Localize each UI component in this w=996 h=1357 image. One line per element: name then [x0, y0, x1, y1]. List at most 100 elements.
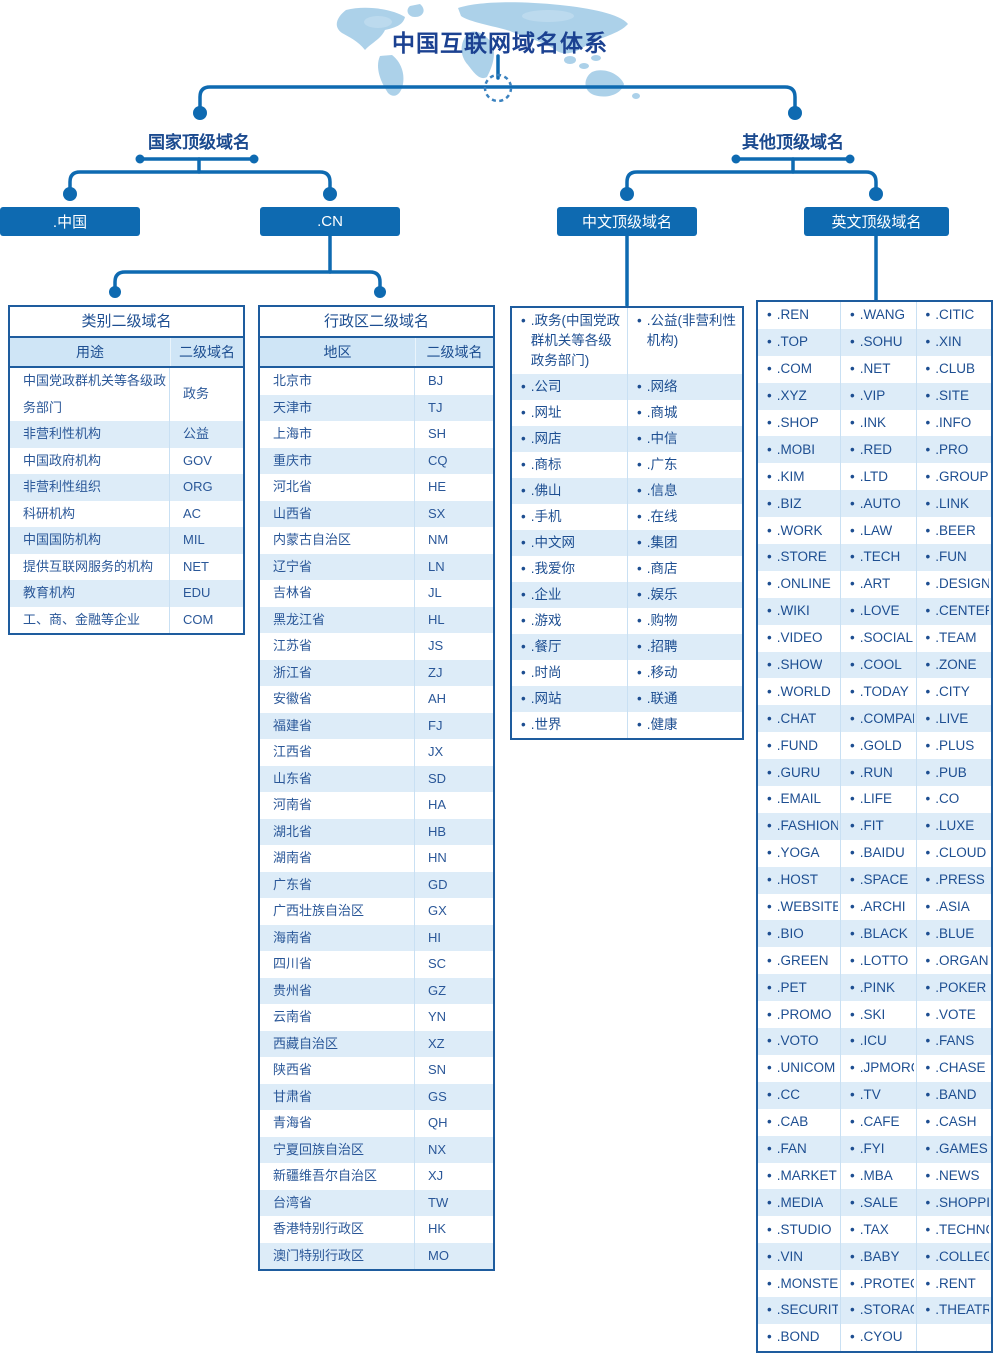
list-item: .GAMES [915, 1135, 991, 1163]
list-row: .商标.广东 [512, 452, 742, 478]
list-item: .STUDIO [758, 1216, 840, 1243]
table-title: 类别二级域名 [10, 307, 243, 338]
list-item: .XYZ [758, 383, 840, 410]
list-item: .CLOUD [915, 839, 991, 867]
list-row: .WORK.LAW.BEER [758, 517, 991, 545]
table-cell: 四川省 [260, 951, 415, 978]
list-row: .政务(中国党政群机关等各级政务部门).公益(非营利性机构) [512, 308, 742, 374]
list-item: .BIO [758, 920, 840, 947]
table-cell: 河北省 [260, 474, 415, 501]
table-header-cell: 用途 [76, 344, 104, 360]
table-row: 青海省 QH [260, 1110, 493, 1137]
table-cell: FJ [428, 717, 443, 733]
list-item: .BAIDU [840, 839, 915, 867]
list-row: .餐厅.招聘 [512, 634, 742, 660]
table-cell: SH [428, 426, 447, 441]
table-cell: HI [428, 929, 441, 945]
list-row: .GREEN.LOTTO.ORGANIC [758, 947, 991, 975]
list-row: .COM.NET.CLUB [758, 355, 991, 383]
list-row: .UNICOM.JPMORGAN.CHASE [758, 1054, 991, 1082]
table-cell: TJ [428, 399, 443, 415]
table-cell: ORG [183, 479, 213, 494]
table-cell: XJ [428, 1168, 444, 1183]
connector-country-branch [68, 170, 332, 193]
table-cell: 安徽省 [260, 686, 415, 713]
list-item: .MBA [840, 1162, 915, 1190]
connector-dot [249, 154, 259, 164]
table-row: 湖北省 HB [260, 818, 493, 845]
node-china-tld: .中国 [0, 207, 140, 236]
list-item: .WANG [840, 302, 915, 329]
connector-dot [845, 154, 855, 164]
list-item: .BABY [840, 1243, 915, 1271]
list-row: .REN.WANG.CITIC [758, 302, 991, 329]
node-chinese-tld: 中文顶级域名 [557, 207, 697, 236]
table-cell: GOV [183, 452, 212, 468]
table-cell: 湖南省 [260, 845, 415, 872]
table-body: 中国党政群机关等各级政务部门 政务 非营利性机构 公益 中国政府机构 GOV 非营利性组织 O… [10, 368, 243, 633]
list-row: .MEDIA.SALE.SHOPPING [758, 1189, 991, 1217]
map-island [564, 56, 576, 64]
list-row: .我爱你.商店 [512, 556, 742, 582]
list-item: .TECHNOLOGY [915, 1216, 991, 1244]
list-item: .ARCHI [840, 893, 915, 921]
table-row: 黑龙江省 HL [260, 606, 493, 633]
list-item: .BLUE [915, 920, 991, 948]
list-row: .EMAIL.LIFE.CO [758, 786, 991, 813]
list-item: .公司 [512, 374, 627, 400]
connector-dot [731, 154, 741, 164]
list-row: .SHOP.INK.INFO [758, 409, 991, 437]
table-row: 重庆市 CQ [260, 447, 493, 474]
list-item: .STORAGE [840, 1296, 915, 1324]
table-cell: 山西省 [260, 500, 415, 527]
table-row: 辽宁省 LN [260, 553, 493, 580]
table-row: 广东省 GD [260, 871, 493, 898]
branch-label-other: 其他顶级域名 [742, 133, 844, 152]
table-cell: HE [428, 479, 447, 494]
list-item: .SOCIAL [840, 624, 915, 652]
table-row: 非营利性组织 ORG [10, 474, 243, 501]
list-row: .WORLD.TODAY.CITY [758, 678, 991, 706]
list-row: .时尚.移动 [512, 660, 742, 686]
list-item: .公益(非营利性机构) [627, 308, 742, 374]
list-item: .FASHION [758, 813, 840, 840]
connector-dot [109, 286, 121, 298]
list-row: .ONLINE.ART.DESIGN [758, 570, 991, 598]
table-row: 云南省 YN [260, 1004, 493, 1031]
category-table: 类别二级域名 用途 二级域名 中国党政群机关等各级政务部门 政务 非营利性机构 公益中… [8, 305, 245, 635]
list-item: .PLUS [915, 732, 991, 760]
list-item: .LOVE [840, 597, 915, 625]
table-row: 广西壮族自治区 GX [260, 898, 493, 925]
list-item: .健康 [627, 712, 742, 738]
list-row: .BIO.BLACK.BLUE [758, 920, 991, 948]
connector-top-branch [198, 85, 797, 112]
list-item: .佛山 [512, 478, 627, 504]
list-row: .KIM.LTD.GROUP [758, 463, 991, 491]
list-item: .PROMO [758, 1001, 840, 1028]
connector-cn-branch [113, 270, 382, 292]
list-item: .BIZ [758, 490, 840, 517]
list-item: .CYOU [840, 1323, 915, 1351]
list-item: .TEAM [915, 624, 991, 652]
list-item: .LAW [840, 517, 915, 545]
list-item: .CLUB [915, 355, 991, 383]
list-item: .PET [758, 974, 840, 1001]
table-row: 山西省 SX [260, 500, 493, 527]
list-item: .BOND [758, 1324, 840, 1351]
english-tld-list: .REN.WANG.CITIC.TOP.SOHU.XIN.COM.NET.CLU… [756, 300, 993, 1353]
list-item: .COOL [840, 651, 915, 679]
list-item: .INK [840, 409, 915, 437]
list-item: .SHOPPING [915, 1189, 991, 1217]
table-row: 陕西省 SN [260, 1057, 493, 1084]
connector-dot [374, 286, 386, 298]
list-item: .UNICOM [758, 1055, 840, 1082]
table-row: 上海市 SH [260, 421, 493, 448]
table-cell: 中国国防机构 [10, 527, 170, 554]
list-item: .POKER [915, 974, 991, 1002]
connector-dot [63, 187, 77, 201]
table-row: 浙江省 ZJ [260, 659, 493, 686]
list-item: .COM [758, 356, 840, 383]
list-item: .VOTO [758, 1028, 840, 1055]
table-cell: TW [428, 1194, 449, 1210]
